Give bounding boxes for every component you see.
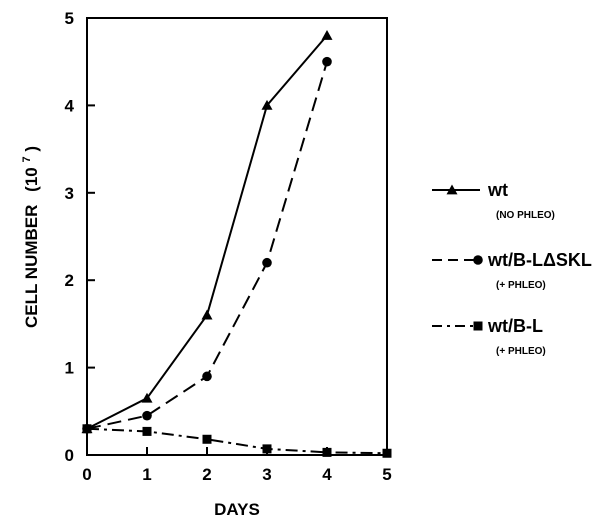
y-axis-title: CELL NUMBER (10 7 ) bbox=[15, 146, 41, 328]
axes bbox=[86, 17, 388, 456]
legend-note: (+ PHLEO) bbox=[496, 280, 546, 291]
square-marker-legend bbox=[473, 321, 483, 331]
square-marker-point bbox=[142, 426, 152, 436]
triangle-marker-point bbox=[141, 392, 153, 403]
plot-frame bbox=[86, 17, 388, 456]
square-marker-point bbox=[262, 444, 272, 454]
x-tick-label: 2 bbox=[202, 465, 211, 484]
circle-marker-legend bbox=[473, 255, 483, 265]
y-axis-unit-close: ) bbox=[22, 146, 41, 152]
y-axis-unit-exponent: 7 bbox=[21, 156, 33, 162]
y-tick-label: 1 bbox=[65, 359, 74, 378]
x-tick-label: 0 bbox=[82, 465, 91, 484]
square-marker-point bbox=[382, 448, 392, 458]
x-tick-label: 4 bbox=[322, 465, 332, 484]
circle-marker-point bbox=[202, 371, 212, 382]
legend-note: (NO PHLEO) bbox=[496, 210, 555, 221]
legend-label: wt bbox=[487, 180, 508, 200]
series-line-triangle bbox=[86, 34, 328, 430]
y-tick-label: 4 bbox=[65, 96, 75, 115]
ticks: 0 1 2 3 4 5 0 1 2 3 4 5 bbox=[65, 9, 392, 484]
triangle-marker-point bbox=[261, 99, 273, 110]
y-tick-label: 0 bbox=[65, 446, 74, 465]
circle-marker-point bbox=[322, 56, 332, 67]
legend-note: (+ PHLEO) bbox=[496, 346, 546, 357]
x-tick-label: 5 bbox=[382, 465, 391, 484]
x-tick-label: 3 bbox=[262, 465, 271, 484]
square-marker-point bbox=[322, 447, 332, 457]
series-lines bbox=[86, 34, 388, 455]
y-tick-label: 5 bbox=[65, 9, 74, 28]
x-tick-label: 1 bbox=[142, 465, 151, 484]
y-tick-label: 2 bbox=[65, 271, 74, 290]
legend: wt (NO PHLEO) wt/B-LΔSKL (+ PHLEO) wt/B-L (+ … bbox=[432, 180, 592, 357]
circle-marker-point bbox=[262, 257, 272, 268]
x-axis-title: DAYS bbox=[214, 500, 260, 519]
legend-label: wt/B-LΔSKL bbox=[487, 250, 592, 270]
series-markers bbox=[81, 29, 392, 458]
y-axis-unit-base: (10 bbox=[22, 167, 41, 192]
triangle-marker-point bbox=[201, 309, 213, 320]
triangle-marker-point bbox=[321, 29, 333, 40]
legend-label: wt/B-L bbox=[487, 316, 543, 336]
y-axis-label: CELL NUMBER bbox=[22, 205, 41, 328]
triangle-marker-legend bbox=[446, 184, 458, 195]
square-marker-point bbox=[202, 434, 212, 444]
square-marker-point bbox=[82, 424, 92, 434]
series-line-square bbox=[86, 427, 388, 455]
y-tick-label: 3 bbox=[65, 184, 74, 203]
circle-marker-point bbox=[142, 410, 152, 421]
